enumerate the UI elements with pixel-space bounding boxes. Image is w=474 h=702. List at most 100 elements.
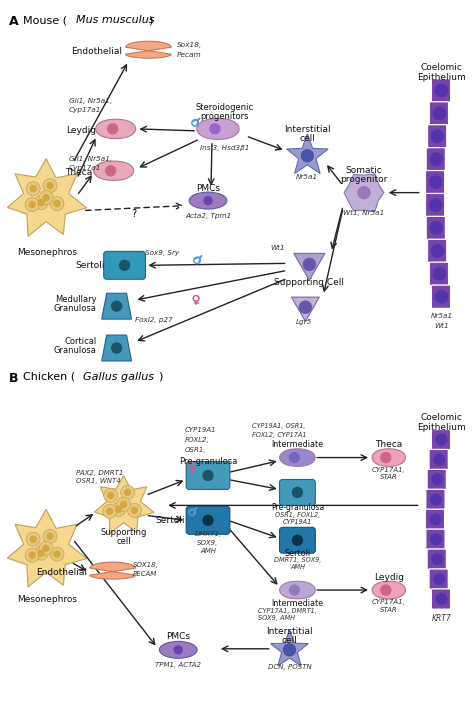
Circle shape (104, 489, 118, 503)
Circle shape (435, 84, 447, 97)
Circle shape (174, 646, 182, 654)
Circle shape (131, 508, 137, 513)
Polygon shape (126, 41, 171, 58)
Circle shape (301, 150, 313, 161)
Ellipse shape (189, 192, 227, 209)
Text: Somatic: Somatic (346, 166, 383, 176)
Polygon shape (8, 510, 87, 587)
Text: Sox9, Sry: Sox9, Sry (146, 251, 180, 256)
Text: Cortical: Cortical (64, 336, 97, 345)
Circle shape (430, 222, 442, 234)
Circle shape (429, 176, 442, 188)
FancyBboxPatch shape (104, 251, 146, 279)
Text: FOXL2, CYP17A1: FOXL2, CYP17A1 (252, 432, 306, 437)
Circle shape (120, 501, 127, 508)
Text: Nr5a1: Nr5a1 (430, 313, 453, 319)
Text: progenitors: progenitors (201, 112, 249, 121)
Circle shape (39, 191, 53, 204)
Circle shape (434, 574, 445, 585)
Text: SOX9, AMH: SOX9, AMH (258, 615, 295, 621)
Polygon shape (102, 293, 131, 319)
Text: progenitor: progenitor (340, 176, 388, 184)
Text: Gli1, Nr5a1,: Gli1, Nr5a1, (69, 156, 112, 161)
Text: Pecam: Pecam (177, 52, 202, 58)
FancyBboxPatch shape (426, 489, 445, 510)
Circle shape (120, 486, 135, 499)
Text: Granulosa: Granulosa (54, 304, 97, 312)
Text: OSR1,: OSR1, (185, 446, 207, 453)
Polygon shape (197, 119, 239, 140)
Text: Nr5a1: Nr5a1 (296, 173, 319, 180)
Circle shape (108, 124, 118, 134)
Text: Mus musculus: Mus musculus (76, 15, 155, 25)
Text: cell: cell (300, 134, 315, 143)
Circle shape (38, 199, 44, 206)
Text: CYP19A1: CYP19A1 (283, 519, 312, 525)
Circle shape (432, 554, 443, 564)
FancyBboxPatch shape (186, 461, 230, 489)
Text: PMCs: PMCs (196, 184, 220, 193)
Polygon shape (280, 581, 315, 599)
Circle shape (128, 503, 141, 517)
FancyBboxPatch shape (429, 569, 448, 589)
Text: Mouse (: Mouse ( (23, 15, 67, 25)
Polygon shape (294, 253, 325, 280)
FancyBboxPatch shape (431, 589, 451, 609)
Circle shape (434, 454, 445, 465)
Circle shape (204, 197, 212, 204)
Text: DMRT1, SOX9,: DMRT1, SOX9, (273, 557, 321, 563)
Text: Wt1: Wt1 (434, 323, 449, 329)
Text: FOXL2,: FOXL2, (185, 437, 210, 443)
FancyBboxPatch shape (428, 239, 447, 263)
Circle shape (290, 585, 300, 595)
Text: Mesonephros: Mesonephros (17, 595, 77, 604)
Circle shape (436, 594, 447, 604)
Text: Chicken (: Chicken ( (23, 372, 75, 382)
FancyBboxPatch shape (429, 102, 448, 125)
Polygon shape (94, 161, 134, 180)
Circle shape (29, 201, 35, 208)
Text: CYP19A1: CYP19A1 (185, 427, 217, 432)
Text: Granulosa: Granulosa (54, 345, 97, 355)
Circle shape (112, 343, 122, 353)
Circle shape (300, 301, 311, 313)
Polygon shape (102, 335, 131, 361)
FancyBboxPatch shape (426, 194, 445, 217)
Circle shape (30, 185, 36, 192)
Text: CYP17A1,: CYP17A1, (372, 467, 406, 472)
Text: AMH: AMH (290, 564, 305, 570)
Circle shape (103, 505, 117, 518)
Text: ?: ? (131, 208, 136, 218)
Circle shape (430, 153, 442, 166)
Circle shape (50, 548, 64, 561)
Circle shape (26, 182, 40, 196)
Text: PECAM: PECAM (133, 571, 157, 577)
Polygon shape (280, 449, 315, 466)
Circle shape (29, 552, 35, 558)
Circle shape (292, 535, 302, 545)
Circle shape (39, 541, 53, 555)
Circle shape (54, 551, 60, 557)
Circle shape (50, 197, 64, 211)
Circle shape (112, 503, 126, 517)
Text: Cyp17a1: Cyp17a1 (69, 107, 101, 113)
FancyBboxPatch shape (427, 549, 447, 569)
Circle shape (433, 267, 446, 280)
Text: Epithelium: Epithelium (417, 423, 466, 432)
Polygon shape (287, 134, 328, 173)
Text: CYP19A1, OSR1,: CYP19A1, OSR1, (252, 423, 305, 429)
Circle shape (30, 536, 36, 542)
FancyBboxPatch shape (426, 529, 445, 550)
Text: Gli1, Nr5a1,: Gli1, Nr5a1, (69, 98, 112, 104)
Text: Coelomic: Coelomic (420, 62, 463, 72)
Text: Sertoli: Sertoli (155, 516, 185, 525)
Text: AMH: AMH (200, 548, 216, 554)
Text: Pre-granulosa: Pre-granulosa (179, 457, 237, 466)
Text: PMCs: PMCs (166, 633, 190, 642)
Circle shape (431, 130, 444, 143)
Polygon shape (372, 449, 405, 466)
Circle shape (283, 644, 295, 656)
Circle shape (358, 187, 370, 199)
Text: Endothelial: Endothelial (36, 568, 87, 576)
Text: STAR: STAR (380, 475, 398, 480)
